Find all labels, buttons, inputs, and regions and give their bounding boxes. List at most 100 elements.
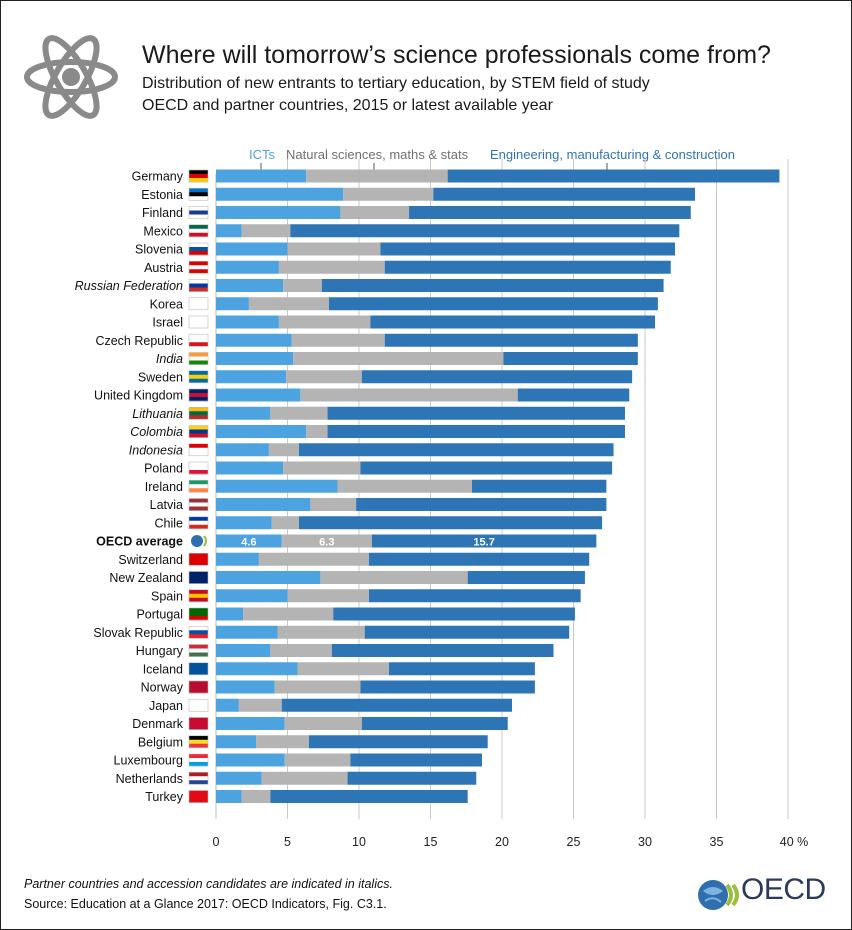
flag-stripe bbox=[189, 561, 208, 566]
flag-stripe bbox=[189, 451, 208, 457]
bar-segment bbox=[503, 352, 638, 365]
flag-border bbox=[188, 388, 209, 402]
flag-stripe bbox=[189, 174, 208, 179]
country-label: Norway bbox=[141, 681, 184, 695]
flag-stripe bbox=[189, 466, 208, 471]
bar-segment bbox=[298, 516, 603, 530]
flag-icon bbox=[188, 625, 209, 639]
flag-stripe bbox=[189, 397, 208, 402]
flag-stripe bbox=[189, 407, 208, 412]
country-label: Portugal bbox=[136, 608, 183, 622]
bar-segment bbox=[261, 771, 348, 785]
flag-border bbox=[188, 607, 209, 621]
bar-segment bbox=[293, 352, 504, 365]
flag-stripe bbox=[189, 662, 208, 668]
bar-segment bbox=[433, 187, 696, 201]
bar-segment bbox=[356, 498, 607, 511]
flag-stripe bbox=[189, 374, 208, 380]
flag-stripe bbox=[189, 334, 208, 339]
flag-stripe bbox=[189, 356, 208, 361]
flag-border bbox=[188, 187, 209, 201]
country-label: Chile bbox=[155, 516, 184, 530]
x-tick-label: 5 bbox=[284, 835, 291, 849]
x-tick-label: 40 % bbox=[780, 835, 809, 849]
bar-segment bbox=[216, 370, 287, 384]
flag-icon bbox=[188, 790, 209, 803]
flag-border bbox=[188, 443, 209, 457]
flag-stripe bbox=[189, 261, 208, 266]
bar-segment bbox=[389, 662, 535, 676]
bar-segment bbox=[369, 589, 581, 603]
bar-segment bbox=[216, 461, 284, 475]
flag-stripe bbox=[189, 652, 208, 657]
bar-segment bbox=[284, 717, 362, 730]
bar-segment bbox=[216, 352, 294, 365]
flag-stripe bbox=[189, 699, 208, 704]
flag-icon bbox=[188, 279, 209, 292]
flag-stripe bbox=[189, 597, 208, 603]
bar-segment bbox=[298, 443, 614, 457]
flag-stripe bbox=[189, 279, 208, 284]
flag-stripe bbox=[189, 411, 208, 416]
flag-stripe bbox=[189, 725, 208, 730]
flag-stripe bbox=[189, 557, 208, 562]
flag-border bbox=[188, 260, 209, 274]
country-label: Korea bbox=[150, 297, 183, 311]
bar-segment bbox=[216, 625, 278, 639]
country-label: Netherlands bbox=[116, 772, 183, 786]
flag-stripe bbox=[189, 743, 208, 749]
flag-stripe bbox=[189, 192, 208, 197]
bar-segment bbox=[384, 260, 671, 274]
flag-border bbox=[188, 242, 209, 256]
flag-stripe bbox=[189, 644, 208, 649]
flag-border bbox=[188, 552, 209, 566]
flag-icon bbox=[188, 552, 209, 566]
bar-segment bbox=[216, 388, 301, 402]
flag-stripe bbox=[189, 342, 208, 347]
bar-segment bbox=[216, 315, 279, 329]
flag-stripe bbox=[189, 758, 208, 763]
bar-segment bbox=[216, 552, 259, 566]
country-label: OECD average bbox=[96, 535, 183, 549]
flag-border bbox=[188, 753, 209, 767]
flag-stripe bbox=[189, 575, 208, 580]
country-label: Switzerland bbox=[118, 553, 183, 567]
flag-stripe bbox=[189, 754, 208, 759]
bar-segment bbox=[347, 771, 477, 785]
flag-stripe bbox=[189, 370, 208, 376]
bar-segment bbox=[471, 479, 607, 493]
flag-stripe bbox=[189, 794, 208, 799]
flag-stripe bbox=[189, 393, 208, 398]
flag-border bbox=[188, 479, 209, 493]
flag-stripe bbox=[189, 210, 208, 215]
country-label: Ireland bbox=[145, 480, 183, 494]
flag-border bbox=[188, 680, 209, 694]
flag-icon bbox=[188, 224, 209, 238]
flag-stripe bbox=[189, 297, 208, 303]
flag-border bbox=[188, 625, 209, 639]
flag-border bbox=[188, 206, 209, 219]
flag-icon bbox=[188, 406, 209, 420]
bar-segment bbox=[278, 315, 371, 329]
x-tick-label: 30 bbox=[638, 835, 652, 849]
bar-segment bbox=[268, 443, 299, 457]
flag-icon bbox=[188, 187, 209, 201]
country-label: Iceland bbox=[143, 662, 183, 676]
flag-stripe bbox=[189, 338, 208, 343]
flag-border bbox=[188, 589, 209, 603]
flag-stripe bbox=[189, 681, 208, 686]
bar-segment bbox=[370, 315, 656, 329]
bar-segment bbox=[467, 571, 585, 584]
country-label: New Zealand bbox=[109, 571, 183, 585]
flag-stripe bbox=[189, 798, 208, 803]
flag-stripe bbox=[189, 484, 208, 489]
bar-segment bbox=[291, 333, 385, 347]
bar-segment bbox=[447, 169, 780, 183]
flag-stripe bbox=[189, 648, 208, 653]
flag-stripe bbox=[189, 269, 208, 274]
bar-segment bbox=[300, 388, 518, 402]
flag-stripe bbox=[189, 634, 208, 639]
flag-stripe bbox=[189, 360, 208, 365]
flag-stripe bbox=[189, 324, 208, 329]
flag-icon bbox=[188, 206, 209, 219]
